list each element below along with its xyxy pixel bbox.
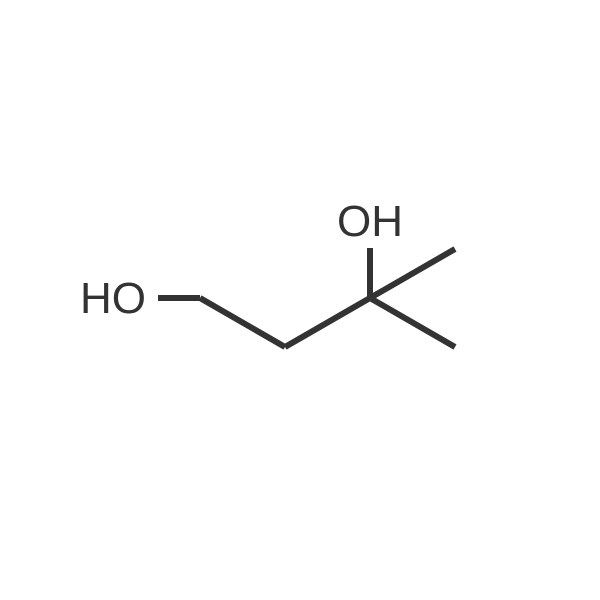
bond-layer <box>158 248 455 347</box>
atom-label-O1: HO <box>80 274 146 323</box>
bond <box>370 249 455 298</box>
molecule-structure: HO OH <box>0 0 600 600</box>
bond <box>370 298 455 347</box>
bond <box>200 298 285 347</box>
atom-label-O3: OH <box>337 197 403 246</box>
bond <box>285 298 370 347</box>
